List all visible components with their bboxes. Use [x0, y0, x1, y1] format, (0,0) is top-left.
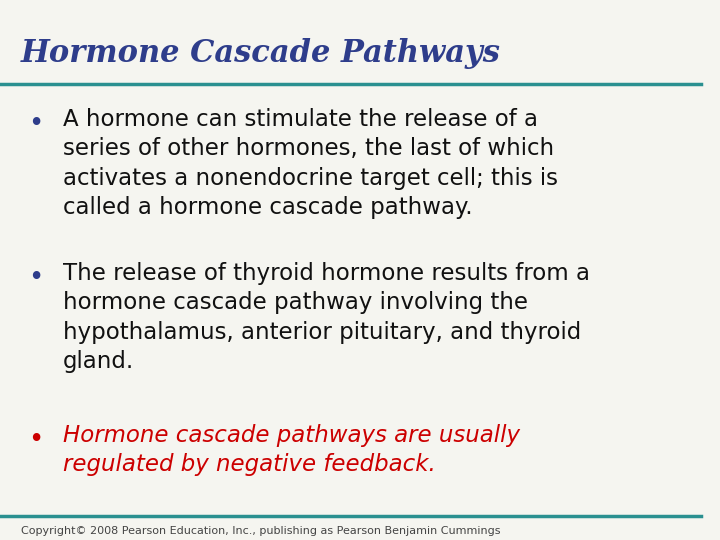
Text: A hormone can stimulate the release of a
series of other hormones, the last of w: A hormone can stimulate the release of a…	[63, 108, 558, 219]
Text: •: •	[28, 427, 43, 453]
Text: •: •	[28, 111, 43, 137]
Text: The release of thyroid hormone results from a
hormone cascade pathway involving : The release of thyroid hormone results f…	[63, 262, 590, 373]
Text: Copyright© 2008 Pearson Education, Inc., publishing as Pearson Benjamin Cummings: Copyright© 2008 Pearson Education, Inc.,…	[21, 526, 500, 537]
Text: •: •	[28, 265, 43, 291]
Text: Hormone Cascade Pathways: Hormone Cascade Pathways	[21, 38, 501, 69]
Text: Hormone cascade pathways are usually
regulated by negative feedback.: Hormone cascade pathways are usually reg…	[63, 424, 520, 476]
